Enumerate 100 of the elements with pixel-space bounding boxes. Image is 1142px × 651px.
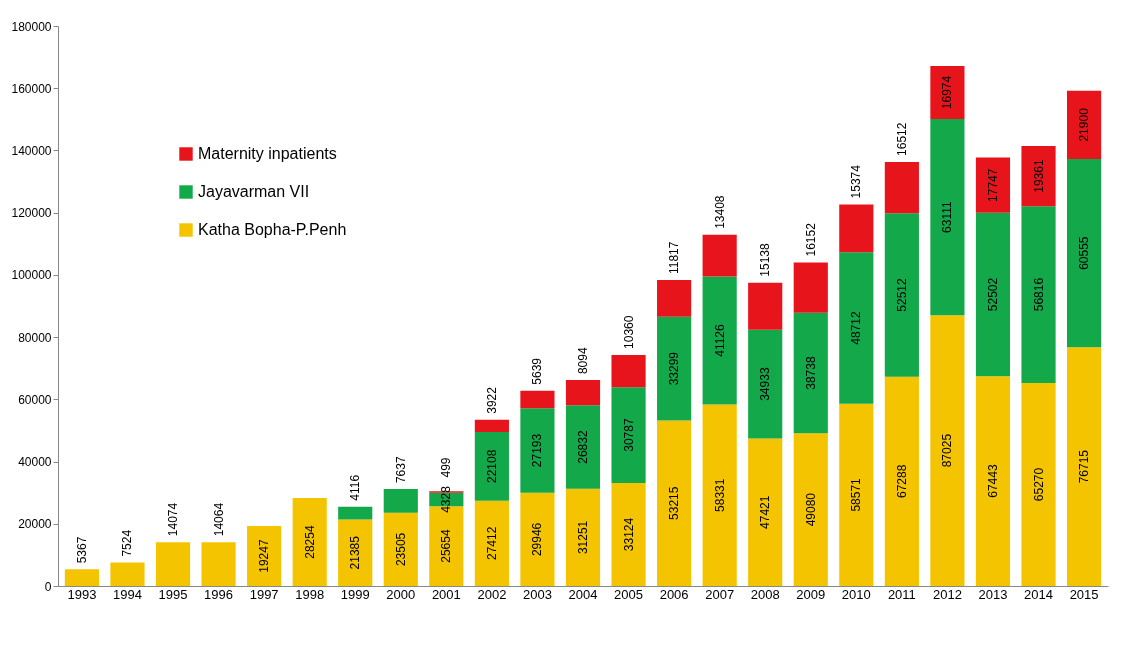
- bar: [884, 376, 919, 586]
- legend-label: Maternity inpatients: [198, 145, 337, 162]
- x-tick-label: 2007: [705, 586, 735, 602]
- bar: [839, 252, 874, 404]
- x-tick-label: 2013: [978, 586, 1008, 602]
- data-label: 16152: [803, 222, 818, 257]
- x-tick-label: 2011: [887, 586, 916, 602]
- data-label: 26832: [576, 430, 590, 464]
- data-label: 76715: [1077, 449, 1092, 484]
- data-label: 49080: [803, 492, 818, 527]
- bar: [702, 404, 737, 586]
- data-label: 52502: [985, 277, 1000, 312]
- y-tick-label: 160000: [11, 81, 52, 96]
- data-label: 53215: [667, 486, 682, 520]
- x-tick-label: 2010: [841, 586, 871, 602]
- data-label: 16512: [894, 122, 909, 156]
- x-tick-label: 1995: [158, 586, 188, 602]
- y-tick-label: 120000: [11, 206, 52, 221]
- data-label: 52512: [894, 277, 909, 312]
- data-label: 15374: [849, 164, 864, 199]
- legend-label: Katha Bopha-P.Penh: [198, 221, 347, 238]
- bar: [338, 519, 373, 586]
- x-tick-label: 1998: [295, 586, 325, 602]
- bar: [383, 489, 418, 513]
- x-tick-label: 2004: [568, 586, 598, 602]
- data-label: 87025: [940, 433, 955, 468]
- bar: [702, 234, 737, 277]
- data-label: 34933: [758, 367, 773, 401]
- data-label: 22108: [484, 449, 499, 484]
- y-tick-label: 100000: [11, 268, 52, 283]
- bar: [338, 506, 373, 520]
- data-label: 67443: [985, 464, 1000, 498]
- x-tick-label: 2001: [431, 586, 461, 602]
- bar: [474, 419, 509, 432]
- data-label: 7524: [120, 529, 135, 557]
- x-tick-label: 2015: [1069, 586, 1099, 602]
- data-label: 19247: [257, 539, 272, 573]
- data-label: 4116: [348, 474, 363, 501]
- data-label: 499: [439, 457, 454, 478]
- data-label: 65270: [1031, 467, 1046, 502]
- x-tick-label: 2008: [750, 586, 780, 602]
- bar: [748, 329, 783, 439]
- data-label: 31251: [576, 520, 590, 555]
- x-tick-label: 2009: [796, 586, 826, 602]
- y-tick-label: 60000: [18, 392, 52, 407]
- bar: [64, 569, 99, 586]
- x-tick-label: 2014: [1024, 586, 1053, 602]
- bar: [383, 512, 418, 586]
- bar: [884, 161, 919, 214]
- data-label: 4328: [439, 485, 454, 513]
- data-label: 58331: [712, 478, 727, 512]
- bar: [520, 390, 555, 409]
- data-label: 17747: [985, 168, 1000, 202]
- x-tick-label: 2003: [522, 586, 552, 602]
- data-label: 10360: [621, 315, 636, 349]
- data-label: 41126: [712, 323, 727, 357]
- data-label: 38738: [803, 356, 818, 390]
- x-tick-label: 2012: [932, 586, 962, 602]
- data-label: 11817: [667, 241, 682, 275]
- bar: [793, 433, 828, 586]
- bar: [657, 280, 692, 317]
- data-label: 21900: [1077, 107, 1092, 142]
- bar: [748, 438, 783, 586]
- data-label: 47421: [758, 495, 773, 529]
- x-tick-label: 1999: [340, 586, 370, 602]
- x-tick-label: 2006: [659, 586, 689, 602]
- bar: [155, 542, 191, 586]
- x-tick-label: 1996: [204, 586, 234, 602]
- y-tick-label: 180000: [11, 19, 52, 34]
- bar: [930, 118, 965, 316]
- bar: [565, 405, 601, 489]
- y-tick-label: 40000: [18, 455, 52, 470]
- data-label: 14074: [166, 502, 181, 537]
- bar: [1021, 145, 1056, 207]
- bar: [520, 492, 555, 586]
- data-label: 25654: [439, 529, 454, 563]
- bar: [702, 276, 737, 405]
- data-label: 30787: [621, 418, 636, 452]
- data-label: 58571: [849, 477, 864, 512]
- bar: [1067, 347, 1102, 586]
- x-tick-label: 1993: [67, 586, 97, 602]
- data-label: 3922: [484, 386, 499, 414]
- data-label: 29946: [530, 522, 545, 557]
- bar: [930, 315, 965, 586]
- bar: [975, 157, 1011, 213]
- bar: [565, 488, 601, 586]
- x-tick-label: 1994: [113, 586, 142, 602]
- bar: [1067, 90, 1102, 159]
- bar: [474, 431, 509, 501]
- bar: [520, 408, 555, 493]
- data-label: 16974: [940, 75, 955, 110]
- data-label: 14064: [211, 502, 226, 537]
- data-label: 28254: [302, 525, 317, 559]
- bar: [839, 204, 874, 253]
- bar: [930, 66, 965, 119]
- y-tick-label: 20000: [18, 517, 52, 532]
- bar: [793, 312, 828, 434]
- data-label: 8094: [576, 347, 590, 375]
- bar: [839, 403, 874, 586]
- data-label: 15138: [758, 243, 773, 277]
